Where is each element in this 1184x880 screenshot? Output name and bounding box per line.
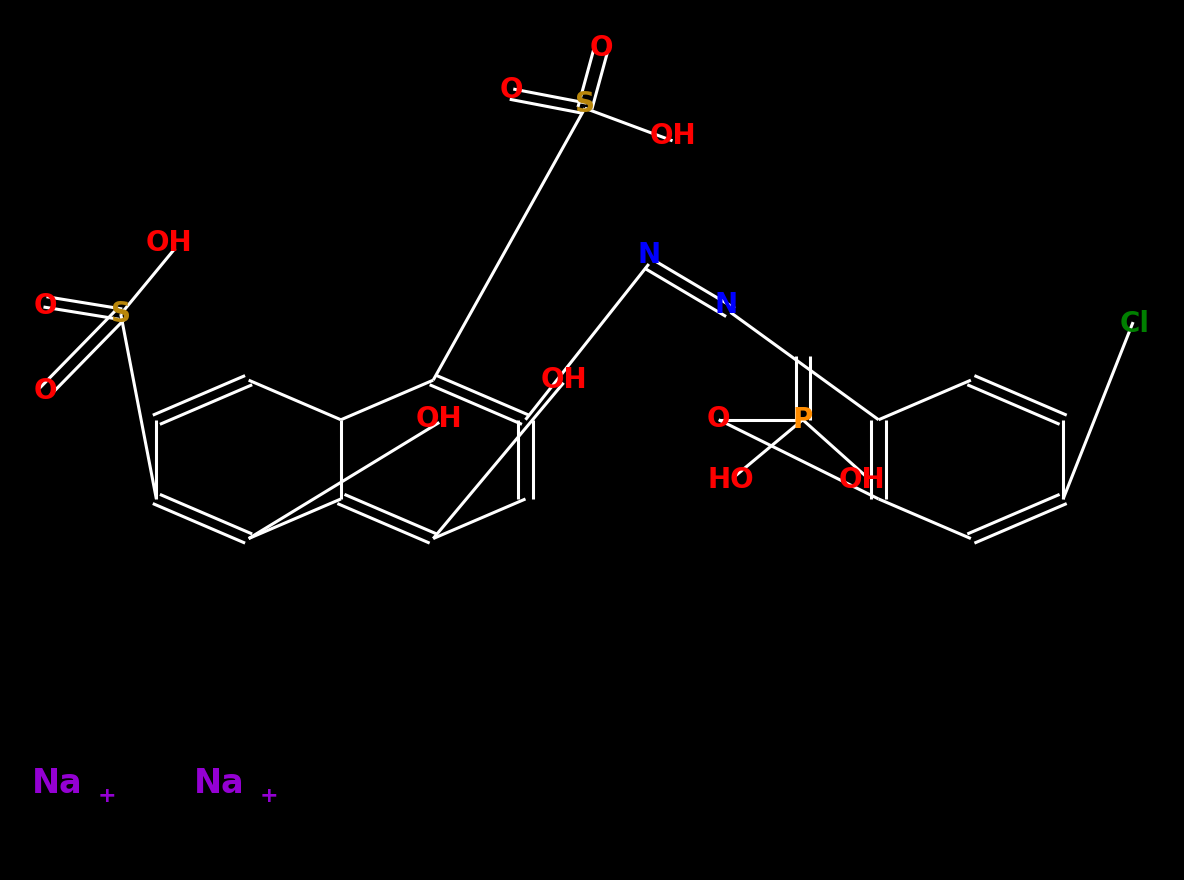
Text: S: S — [111, 300, 130, 328]
Text: O: O — [707, 405, 731, 433]
Text: Na: Na — [32, 766, 82, 800]
Text: O: O — [33, 377, 57, 405]
Text: OH: OH — [540, 366, 587, 394]
Text: +: + — [259, 787, 278, 806]
Text: Cl: Cl — [1119, 310, 1150, 338]
Text: O: O — [500, 76, 523, 104]
Text: OH: OH — [649, 122, 696, 150]
Text: O: O — [33, 292, 57, 320]
Text: OH: OH — [416, 405, 463, 433]
Text: +: + — [97, 787, 116, 806]
Text: Na: Na — [194, 766, 244, 800]
Text: S: S — [575, 90, 594, 118]
Text: HO: HO — [707, 466, 754, 494]
Text: OH: OH — [146, 229, 193, 257]
Text: OH: OH — [838, 466, 886, 494]
Text: N: N — [637, 241, 661, 269]
Text: N: N — [714, 291, 738, 319]
Text: O: O — [590, 34, 613, 62]
Text: P: P — [792, 406, 813, 434]
